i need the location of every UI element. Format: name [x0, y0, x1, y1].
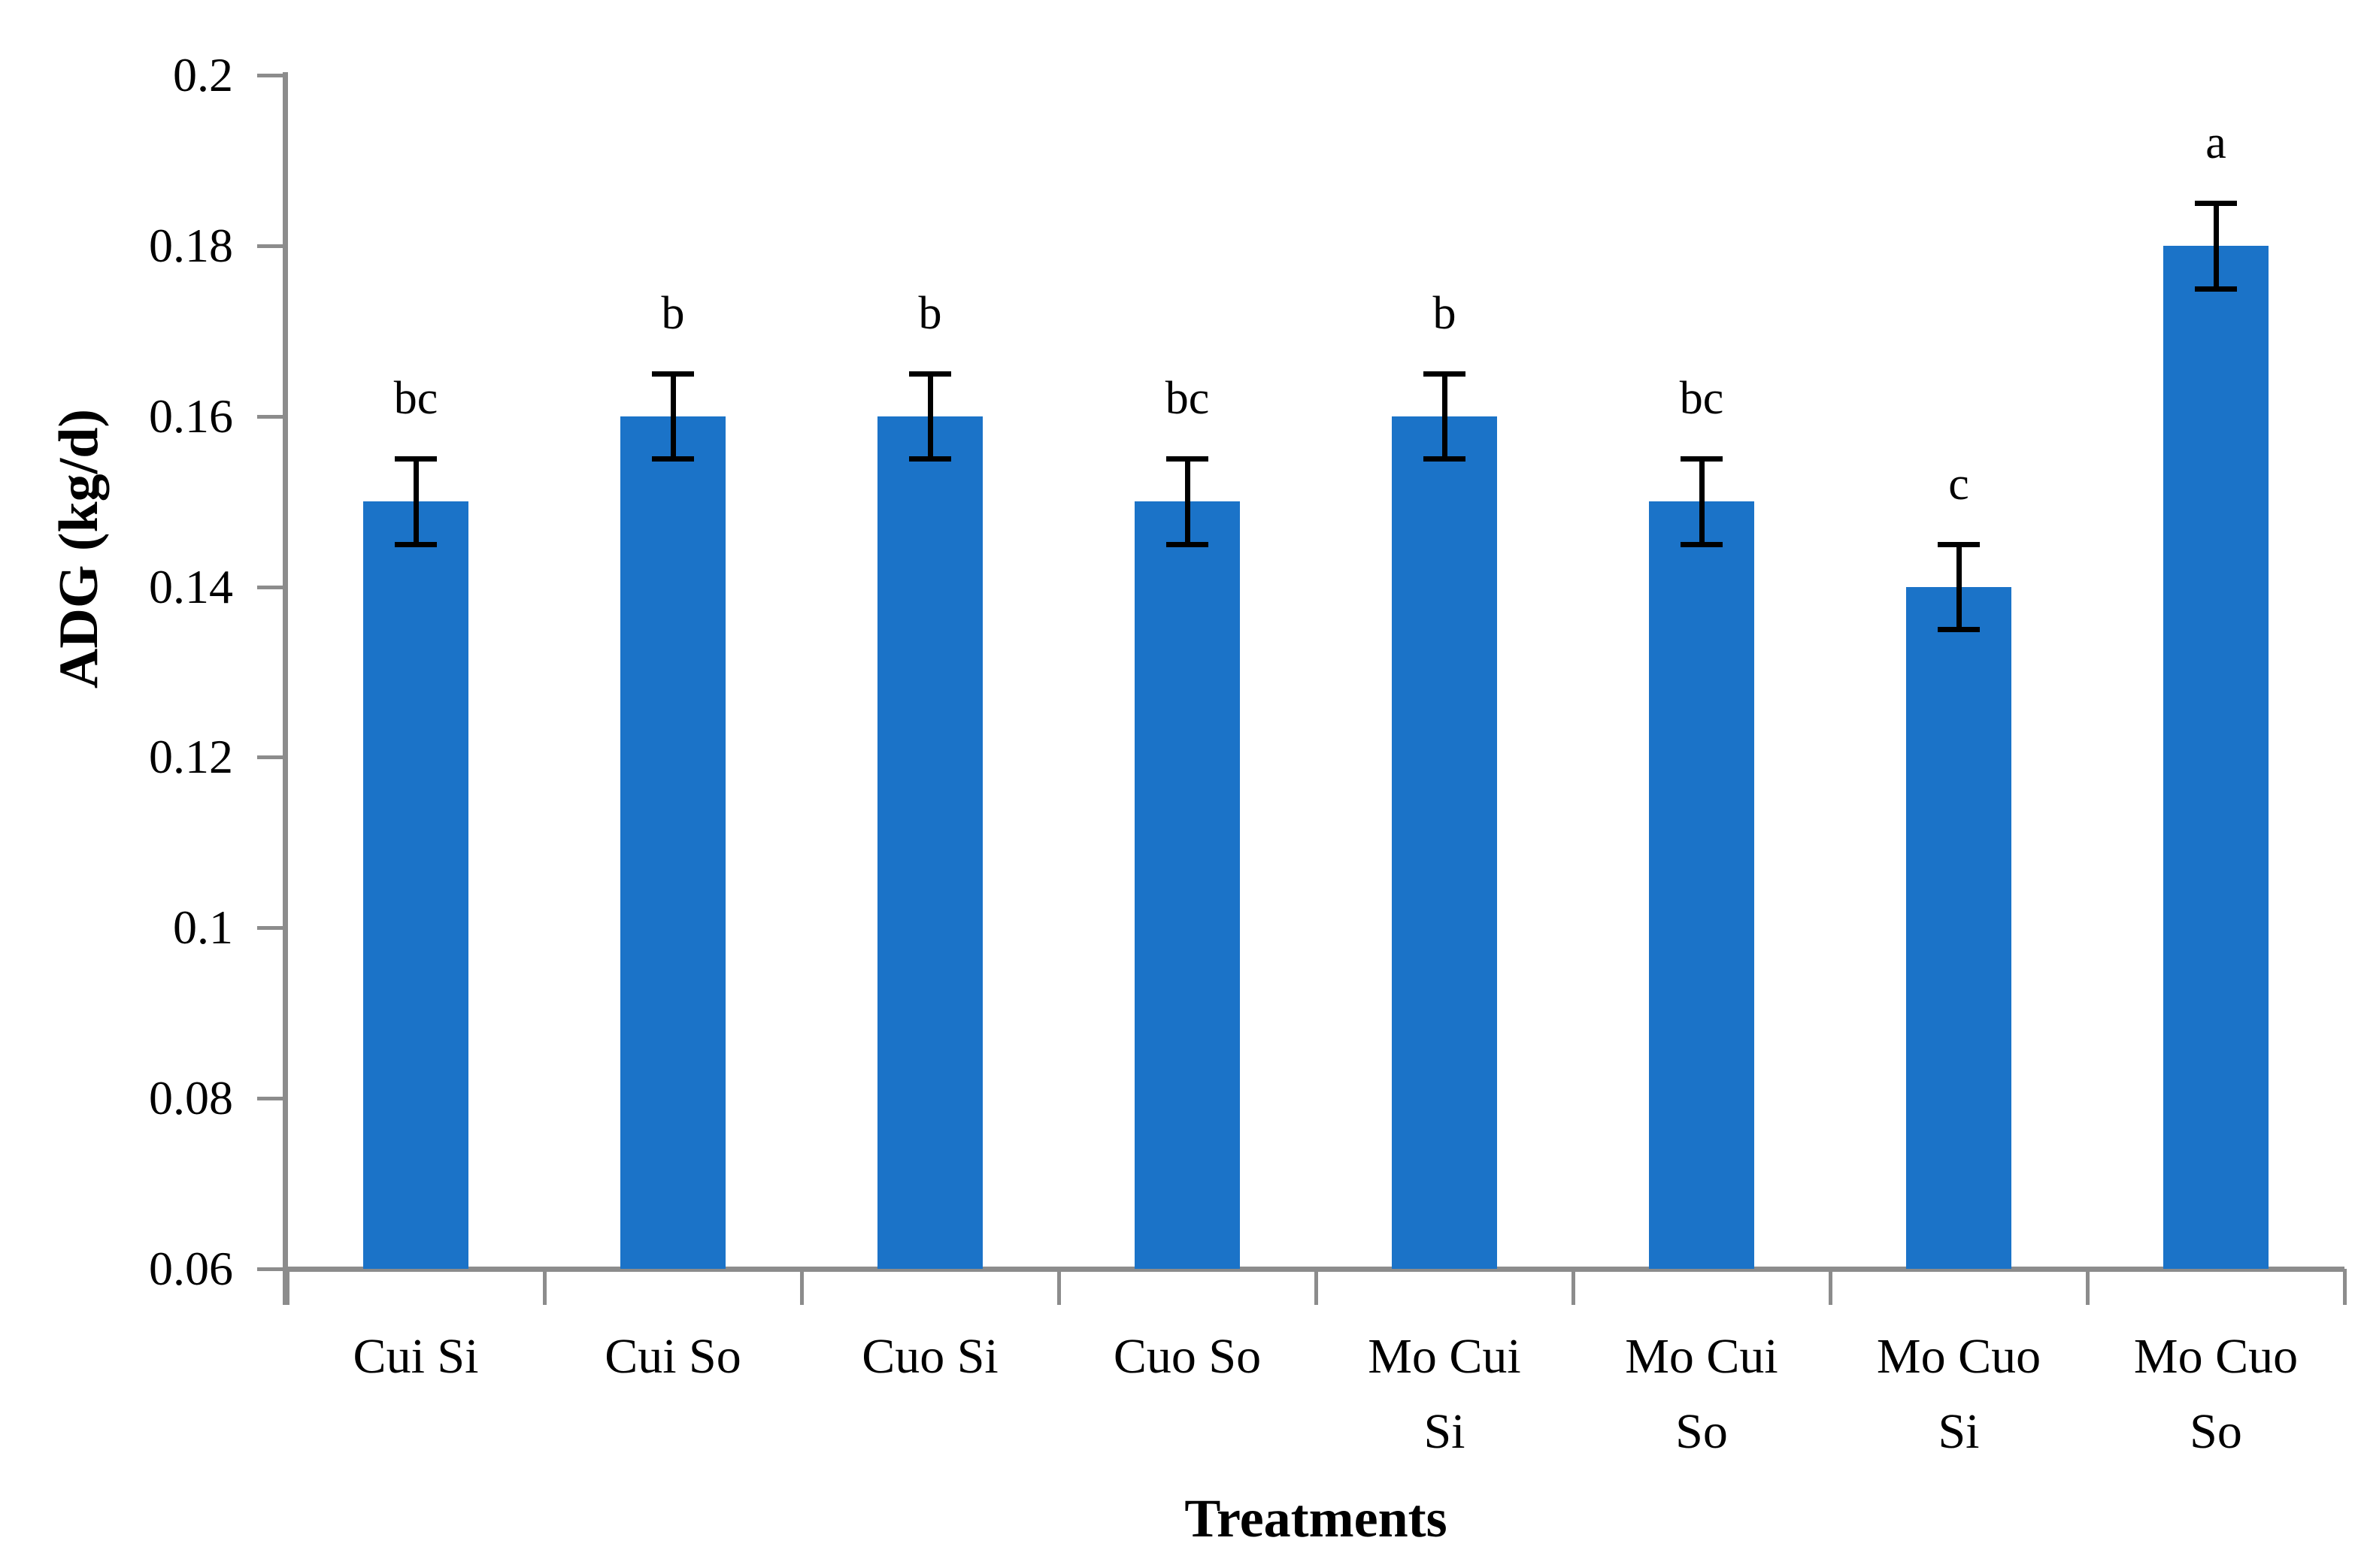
- x-tick-label-line: So: [2190, 1404, 2242, 1459]
- x-tick-mark: [543, 1269, 547, 1305]
- x-tick-label-line: So: [1675, 1404, 1728, 1459]
- y-tick-label: 0.06: [149, 1242, 233, 1295]
- error-bar-cap-bottom: [1938, 627, 1980, 633]
- error-bar-cap-bottom: [909, 456, 951, 462]
- x-tick-label: Cui So: [544, 1319, 802, 1394]
- error-bar-cap-top: [1681, 456, 1723, 462]
- error-bar-cap-bottom: [1681, 541, 1723, 547]
- error-bar-line: [671, 374, 676, 459]
- significance-letter: bc: [1165, 373, 1210, 425]
- y-tick-label: 0.08: [149, 1071, 233, 1125]
- x-tick-label: Mo Cuo Si: [1830, 1319, 2087, 1470]
- x-tick-mark: [800, 1269, 804, 1305]
- error-bar-line: [1956, 543, 1962, 630]
- bar: [1135, 501, 1240, 1269]
- y-tick-label: 0.16: [149, 389, 233, 443]
- error-bar-cap-top: [2195, 201, 2237, 207]
- y-tick-mark: [257, 414, 287, 419]
- y-tick-mark: [257, 926, 287, 931]
- y-tick-mark: [257, 1097, 287, 1101]
- significance-letter: b: [1432, 288, 1456, 339]
- error-bar-cap-top: [1166, 456, 1208, 462]
- bar: [1649, 501, 1754, 1269]
- y-tick-mark: [257, 74, 287, 77]
- y-axis-title: ADG (kg/d): [48, 408, 110, 689]
- error-bar-cap-top: [1938, 541, 1980, 547]
- x-tick-label-line: Mo Cui: [1368, 1329, 1521, 1384]
- bar: [620, 416, 726, 1269]
- x-axis-line: [283, 1267, 2344, 1272]
- x-tick-label-line: Si: [1938, 1404, 1980, 1459]
- x-tick-mark: [1571, 1269, 1575, 1305]
- error-bar-cap-top: [395, 456, 437, 462]
- x-tick-label-line: Cui So: [605, 1329, 741, 1384]
- error-bar-cap-top: [909, 371, 951, 377]
- x-tick-mark: [2086, 1269, 2090, 1305]
- significance-letter: bc: [393, 373, 438, 425]
- x-tick-label-line: Mo Cui: [1625, 1329, 1778, 1384]
- x-tick-label-line: Cuo Si: [862, 1329, 999, 1384]
- x-tick-label: Mo Cui Si: [1316, 1319, 1573, 1470]
- y-tick-mark: [257, 244, 287, 248]
- x-tick-mark: [1314, 1269, 1318, 1305]
- y-tick-mark: [257, 585, 287, 589]
- bar: [2163, 245, 2269, 1269]
- x-tick-label-line: Cui Si: [353, 1329, 479, 1384]
- y-tick-label: 0.12: [149, 730, 233, 784]
- significance-letter: c: [1948, 458, 1969, 510]
- error-bar-cap-bottom: [2195, 286, 2237, 292]
- x-tick-label: Cuo So: [1059, 1319, 1316, 1394]
- x-tick-label-line: Mo Cuo: [2133, 1329, 2299, 1384]
- error-bar-cap-top: [1423, 371, 1465, 377]
- error-bar-line: [928, 374, 933, 459]
- y-tick-mark: [257, 1267, 287, 1271]
- significance-letter: b: [661, 288, 685, 339]
- error-bar-cap-top: [652, 371, 694, 377]
- x-tick-label: Cuo Si: [802, 1319, 1059, 1394]
- x-tick-mark: [1057, 1269, 1061, 1305]
- y-tick-label: 0.2: [173, 48, 233, 101]
- error-bar-line: [2214, 203, 2219, 289]
- significance-letter: bc: [1679, 373, 1724, 425]
- x-tick-mark: [2343, 1269, 2347, 1305]
- y-axis-line: [283, 72, 288, 1305]
- significance-letter: a: [2205, 117, 2226, 169]
- error-bar-cap-bottom: [395, 541, 437, 547]
- bar: [1906, 586, 2011, 1269]
- x-tick-label-line: Mo Cuo: [1876, 1329, 2041, 1384]
- x-tick-label-line: Cuo So: [1113, 1329, 1262, 1384]
- x-tick-mark: [1829, 1269, 1832, 1305]
- bar: [363, 501, 468, 1269]
- significance-letter: b: [918, 288, 942, 339]
- bar: [877, 416, 983, 1269]
- x-tick-label: Mo Cuo So: [2087, 1319, 2344, 1470]
- y-tick-label: 0.14: [149, 559, 233, 613]
- error-bar-cap-bottom: [1423, 456, 1465, 462]
- error-bar-cap-bottom: [652, 456, 694, 462]
- x-tick-label: Mo Cui So: [1573, 1319, 1830, 1470]
- error-bar-line: [414, 459, 419, 544]
- x-tick-label: Cui Si: [287, 1319, 544, 1394]
- x-tick-label-line: Si: [1423, 1404, 1465, 1459]
- error-bar-cap-bottom: [1166, 541, 1208, 547]
- y-tick-label: 0.1: [173, 901, 233, 955]
- x-axis-title: Treatments: [1184, 1488, 1447, 1548]
- error-bar-line: [1442, 374, 1447, 459]
- error-bar-line: [1699, 459, 1705, 544]
- y-tick-label: 0.18: [149, 218, 233, 272]
- bar: [1392, 416, 1497, 1269]
- error-bar-line: [1185, 459, 1190, 544]
- y-tick-mark: [257, 755, 287, 760]
